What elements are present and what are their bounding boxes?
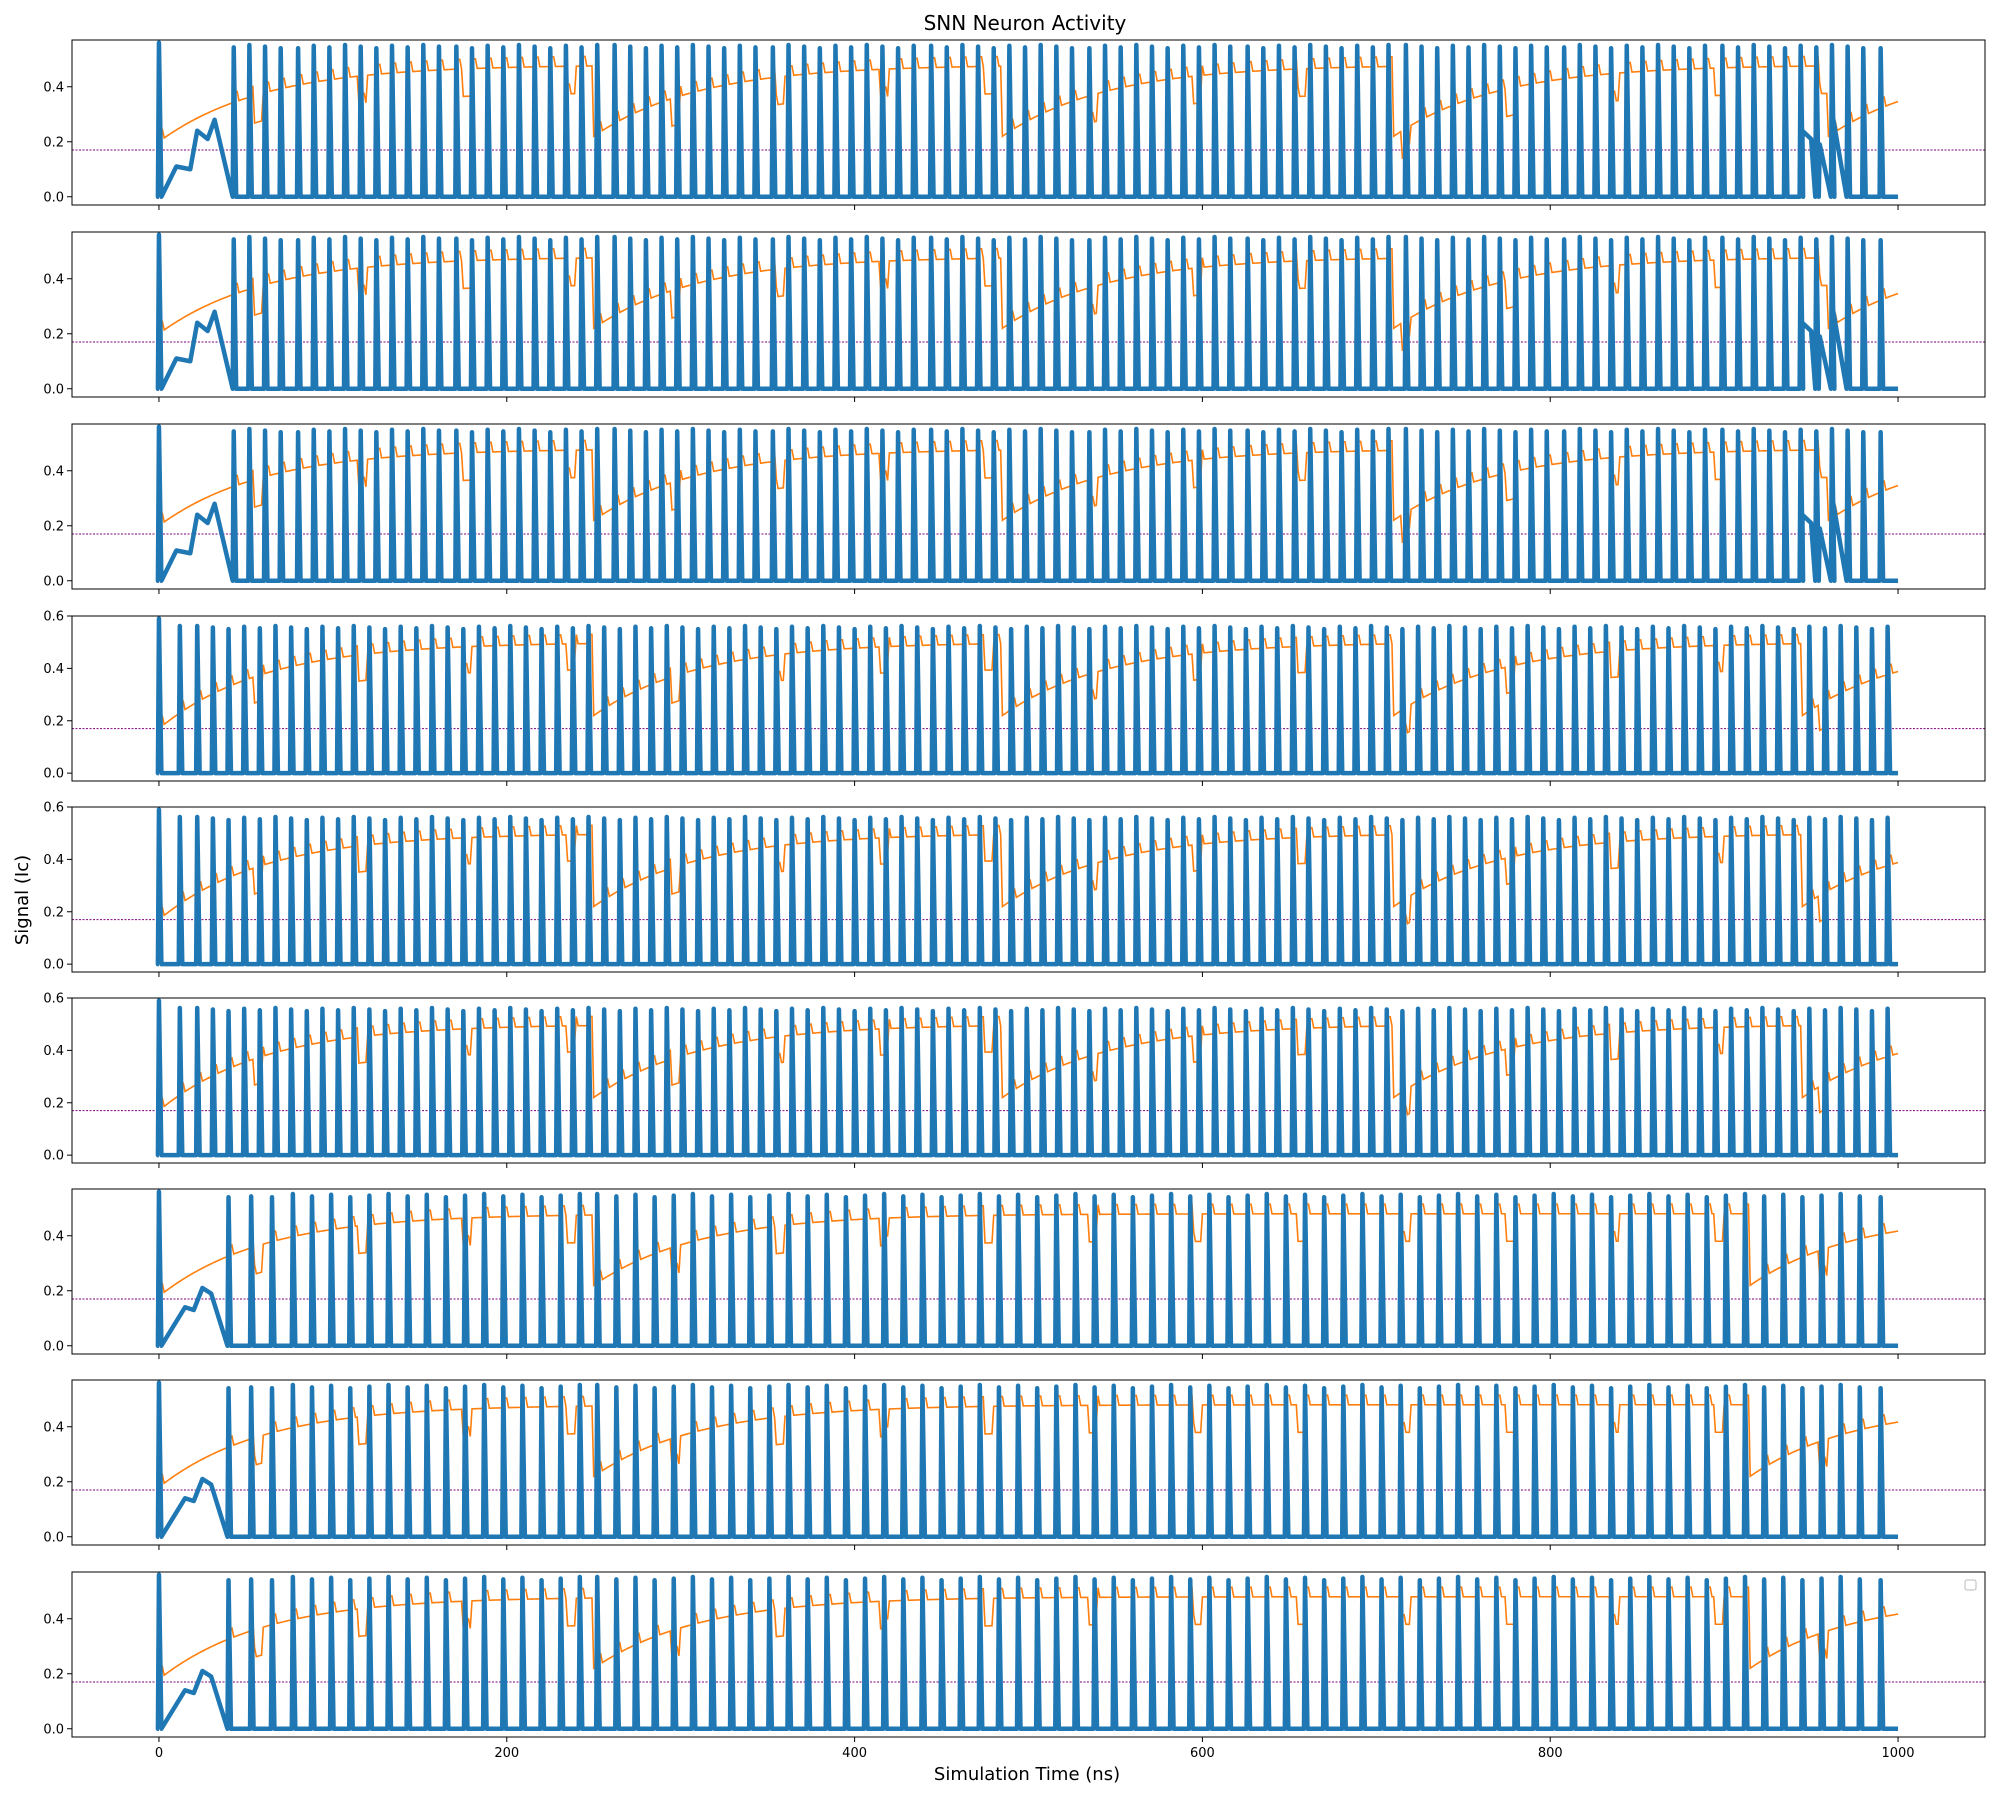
y-tick-label: 0.2 bbox=[43, 1667, 64, 1682]
panel-2: 0.0 0.2 0.4 bbox=[43, 232, 1985, 402]
y-tick-label: 0.0 bbox=[43, 958, 64, 973]
y-axis-label: Signal (Ic) bbox=[12, 855, 33, 945]
y-tick-label: 0.2 bbox=[43, 905, 64, 920]
plot-area bbox=[158, 1001, 1898, 1156]
legend-box bbox=[1965, 1580, 1976, 1590]
y-tick-label: 0.0 bbox=[43, 190, 64, 205]
y-tick-label: 0.6 bbox=[43, 610, 64, 625]
y-tick-label: 0.2 bbox=[43, 714, 64, 729]
y-tick-label: 0.4 bbox=[43, 1420, 64, 1435]
spike-trace bbox=[158, 43, 1898, 197]
y-tick-label: 0.2 bbox=[43, 327, 64, 342]
membrane-trace bbox=[159, 1395, 1898, 1483]
y-tick-label: 0.0 bbox=[43, 1530, 64, 1545]
y-tick-label: 0.4 bbox=[43, 662, 64, 677]
y-tick-label: 0.0 bbox=[43, 1339, 64, 1354]
plot-area bbox=[158, 43, 1898, 197]
y-tick-label: 0.0 bbox=[43, 1149, 64, 1164]
spike-trace bbox=[158, 619, 1898, 774]
panel-8: 0.0 0.2 0.4 bbox=[43, 1380, 1985, 1550]
panel-6: 0.0 0.2 0.4 0.6 bbox=[43, 992, 1985, 1169]
panel-1: 0.0 0.2 0.4 bbox=[43, 40, 1985, 210]
panel-4: 0.0 0.2 0.4 0.6 bbox=[43, 610, 1985, 787]
y-tick-label: 0.4 bbox=[43, 1612, 64, 1627]
membrane-trace bbox=[159, 1204, 1898, 1292]
figure-title: SNN Neuron Activity bbox=[924, 11, 1127, 35]
x-tick-label: 200 bbox=[494, 1746, 519, 1761]
y-tick-label: 0.4 bbox=[43, 464, 64, 479]
y-tick-label: 0.0 bbox=[43, 574, 64, 589]
y-tick-label: 0.2 bbox=[43, 1284, 64, 1299]
y-tick-label: 0.0 bbox=[43, 1722, 64, 1737]
panel-7: 0.0 0.2 0.4 bbox=[43, 1189, 1985, 1359]
membrane-trace bbox=[159, 1587, 1898, 1675]
y-tick-label: 0.2 bbox=[43, 1096, 64, 1111]
panels-group: 0.00.20.40.00.20.40.00.20.40.00.20.40.60… bbox=[43, 40, 1985, 1761]
plot-area bbox=[158, 619, 1898, 774]
x-tick-label: 0 bbox=[155, 1746, 163, 1761]
y-tick-label: 0.4 bbox=[43, 80, 64, 95]
x-tick-label: 800 bbox=[1538, 1746, 1563, 1761]
y-tick-label: 0.6 bbox=[43, 992, 64, 1007]
y-tick-label: 0.2 bbox=[43, 135, 64, 150]
y-tick-label: 0.4 bbox=[43, 1229, 64, 1244]
x-tick-label: 400 bbox=[842, 1746, 867, 1761]
spike-trace bbox=[158, 810, 1898, 965]
y-tick-label: 0.0 bbox=[43, 382, 64, 397]
spike-trace bbox=[158, 1001, 1898, 1156]
y-tick-label: 0.0 bbox=[43, 767, 64, 782]
x-tick-label: 600 bbox=[1190, 1746, 1215, 1761]
plot-area bbox=[158, 810, 1898, 965]
panel-3: 0.0 0.2 0.4 bbox=[43, 424, 1985, 594]
y-tick-label: 0.4 bbox=[43, 272, 64, 287]
y-tick-label: 0.2 bbox=[43, 1475, 64, 1490]
x-axis-label: Simulation Time (ns) bbox=[934, 1764, 1120, 1785]
plot-area bbox=[158, 1383, 1898, 1537]
plot-area bbox=[158, 1192, 1898, 1346]
spike-trace bbox=[158, 427, 1898, 581]
plot-area bbox=[158, 235, 1898, 389]
panel-9: 0.0 0.2 0.4 0 200 400 600 800 1000 bbox=[43, 1572, 1985, 1761]
x-tick-label: 1000 bbox=[1881, 1746, 1914, 1761]
y-tick-label: 0.6 bbox=[43, 801, 64, 816]
plot-area bbox=[158, 427, 1898, 581]
panel-5: 0.0 0.2 0.4 0.6 bbox=[43, 801, 1985, 978]
y-tick-label: 0.4 bbox=[43, 1044, 64, 1059]
spike-trace bbox=[158, 235, 1898, 389]
plot-area bbox=[158, 1575, 1898, 1729]
y-tick-label: 0.4 bbox=[43, 853, 64, 868]
y-tick-label: 0.2 bbox=[43, 519, 64, 534]
